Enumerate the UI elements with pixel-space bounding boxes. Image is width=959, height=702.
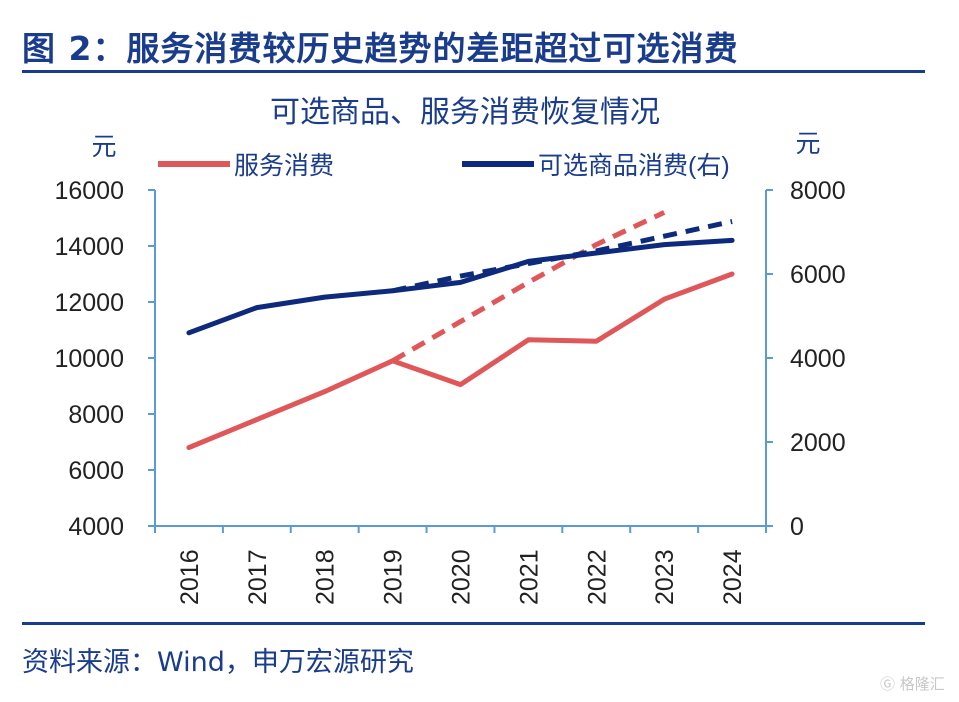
legend-label: 可选商品消费(右) xyxy=(538,152,730,180)
x-tick-label: 2018 xyxy=(312,549,340,605)
left-tick-label: 12000 xyxy=(54,289,124,317)
left-tick-label: 4000 xyxy=(68,513,124,541)
left-tick-label: 14000 xyxy=(54,233,124,261)
source-divider xyxy=(22,622,925,625)
x-tick-label: 2016 xyxy=(176,549,204,605)
figure-title: 图 2：服务消费较历史趋势的差距超过可选消费 xyxy=(22,29,739,68)
left-axis-unit: 元 xyxy=(91,133,116,161)
trend-line-services xyxy=(391,210,666,363)
right-tick-label: 8000 xyxy=(790,177,846,205)
left-tick-label: 10000 xyxy=(54,345,124,373)
left-tick-label: 16000 xyxy=(54,177,124,205)
source-note: 资料来源：Wind，申万宏源研究 xyxy=(22,647,414,678)
left-tick-label: 6000 xyxy=(68,457,124,485)
x-tick-label: 2020 xyxy=(448,549,476,605)
series-line-services xyxy=(186,271,735,451)
right-tick-label: 4000 xyxy=(790,345,846,373)
right-axis-unit: 元 xyxy=(795,130,820,158)
title-divider xyxy=(22,70,925,73)
series-line-goods xyxy=(186,237,735,336)
x-tick-label: 2024 xyxy=(719,549,747,605)
x-tick-label: 2019 xyxy=(380,549,408,605)
left-tick-label: 8000 xyxy=(68,401,124,429)
x-tick-label: 2017 xyxy=(244,549,272,605)
x-tick-label: 2022 xyxy=(583,549,611,605)
legend-label: 服务消费 xyxy=(234,152,334,180)
x-tick-label: 2023 xyxy=(651,549,679,605)
watermark-text: 格隆汇 xyxy=(899,675,945,693)
chart-title: 可选商品、服务消费恢复情况 xyxy=(270,96,660,129)
watermark-logo: Ⓖ 格隆汇 xyxy=(880,675,945,693)
right-tick-label: 2000 xyxy=(790,429,846,457)
trend-line-goods xyxy=(392,219,733,294)
x-tick-label: 2021 xyxy=(515,549,543,605)
right-tick-label: 6000 xyxy=(790,261,846,289)
right-tick-label: 0 xyxy=(790,513,804,541)
